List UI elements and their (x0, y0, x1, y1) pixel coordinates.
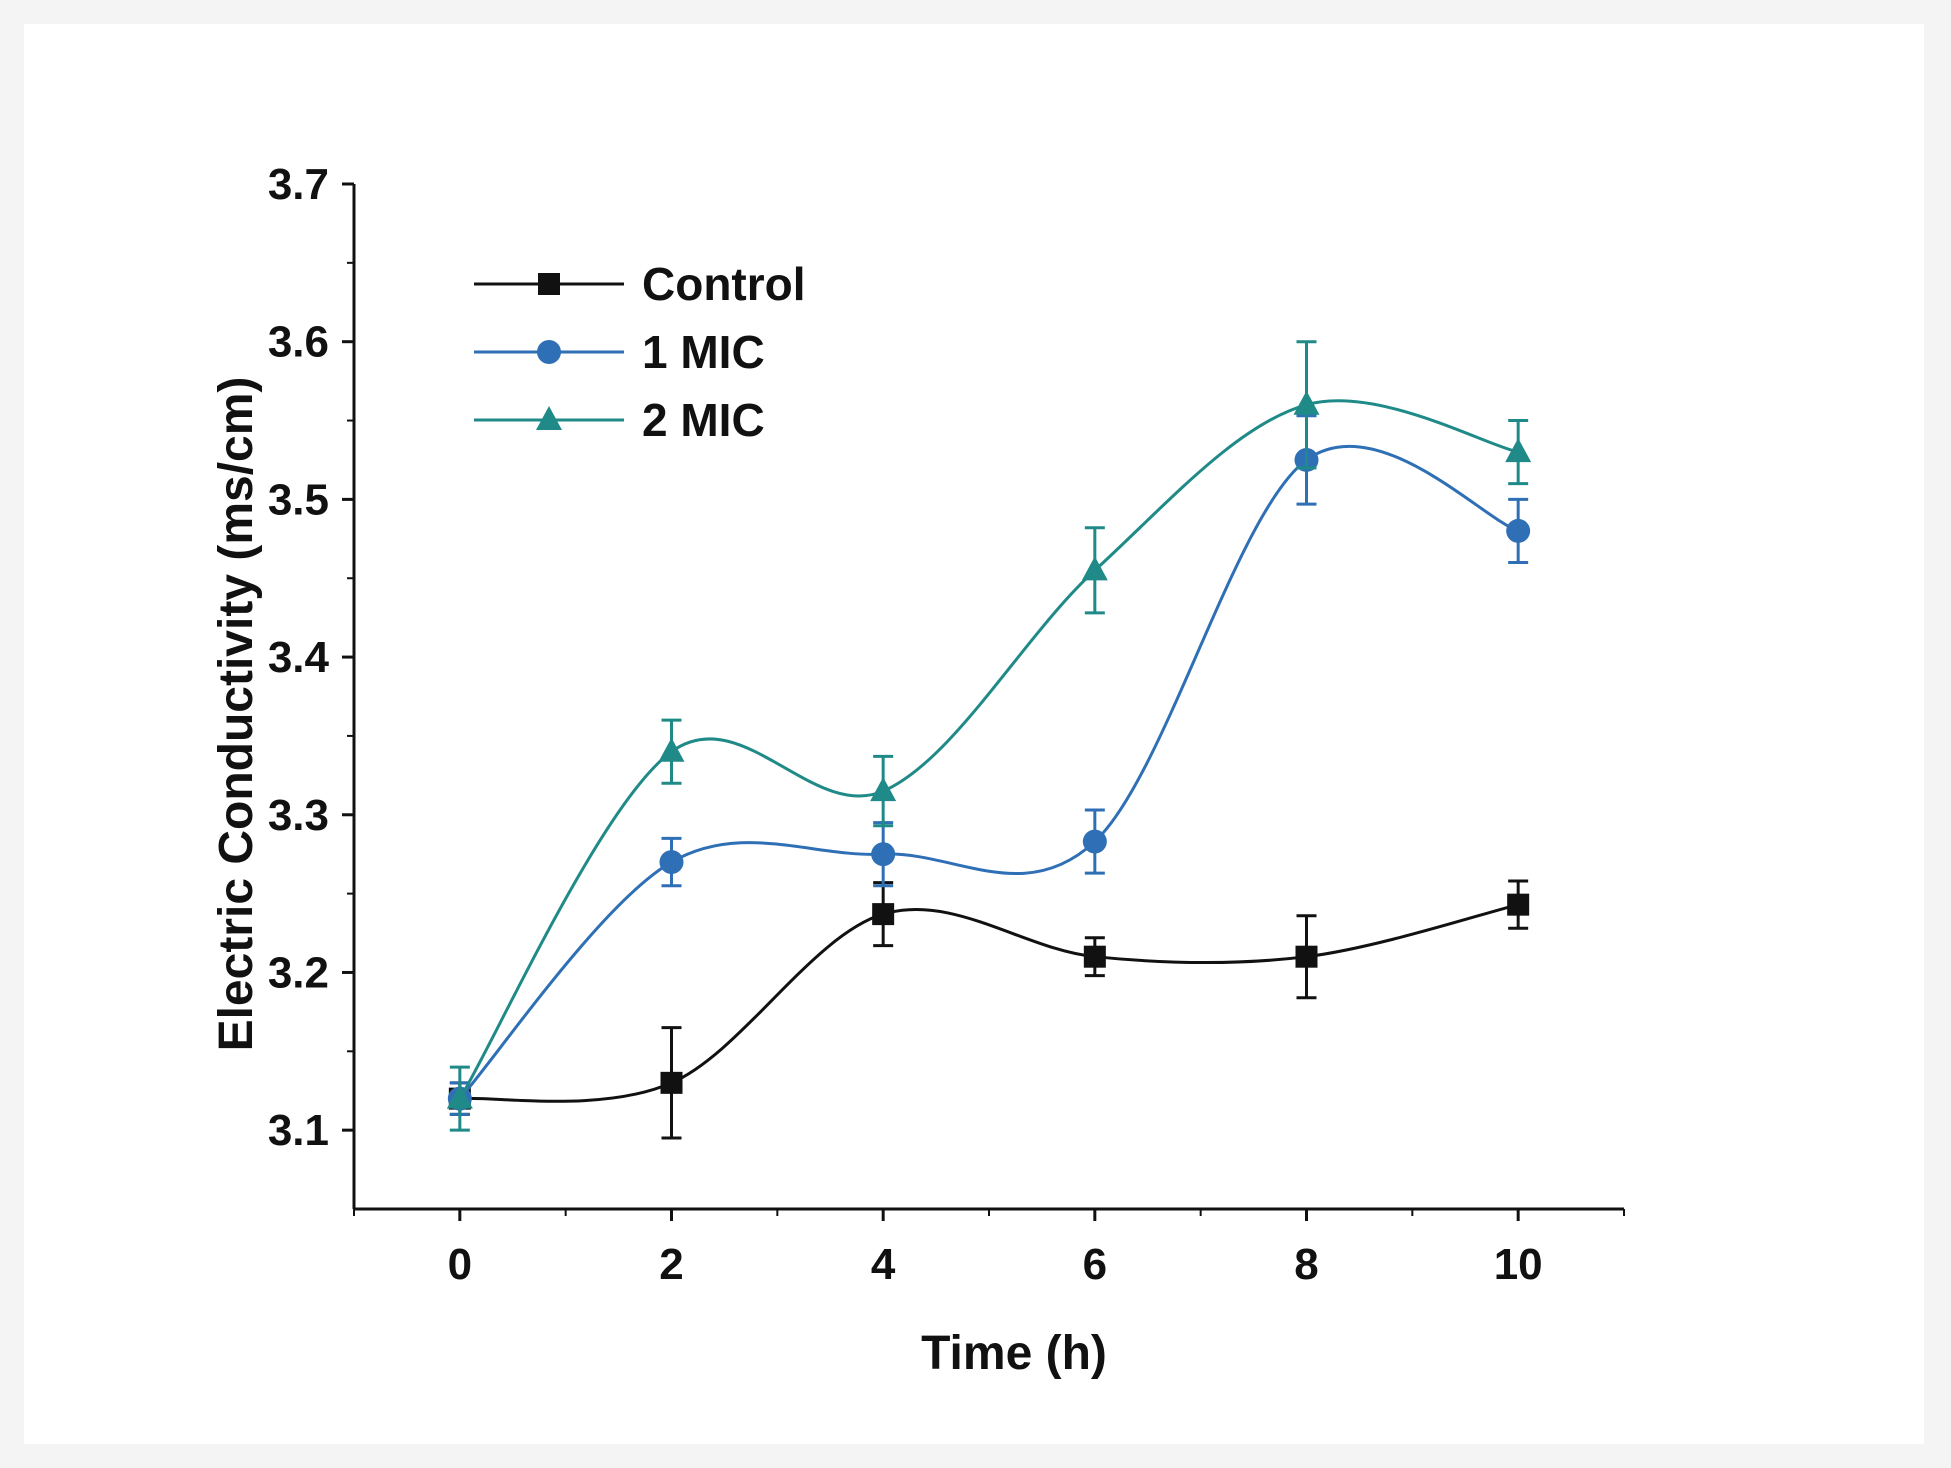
y-tick-label: 3.4 (268, 633, 330, 682)
series-1-mic (447, 414, 1531, 1116)
data-point-control (1507, 893, 1530, 916)
y-ticks: 3.1 3.2 3.3 3.4 3.5 3.6 3.7 (268, 160, 354, 1155)
y-tick-label: 3.3 (268, 791, 329, 840)
axes (352, 184, 1624, 1211)
data-point-2-mic (446, 1084, 473, 1109)
series-control (448, 879, 1530, 1140)
series-line-1-mic (458, 444, 1519, 1100)
legend-item-2-mic: 2 MIC (474, 394, 765, 446)
y-tick-label: 3.6 (268, 318, 329, 367)
x-ticks: 0 2 4 6 8 10 (353, 1209, 1625, 1289)
data-point-2-mic (870, 777, 897, 802)
y-tick-label: 3.5 (268, 475, 329, 524)
legend-label-control: Control (642, 258, 806, 310)
data-point-control (660, 1071, 683, 1094)
chart-figure: 0 2 4 6 8 10 3.1 3.2 3.3 3.4 3.5 3.6 3.7 Control 1 M… (24, 24, 1924, 1444)
data-point-1-mic (659, 850, 684, 875)
legend-label-2-mic: 2 MIC (642, 394, 765, 446)
data-point-control (1083, 945, 1106, 968)
data-point-1-mic (871, 842, 896, 867)
legend-item-control: Control (474, 258, 806, 310)
legend-marker-2-mic (536, 406, 562, 430)
x-tick-label: 0 (448, 1240, 472, 1289)
legend-item-1-mic: 1 MIC (474, 326, 765, 378)
series-line-2-mic (458, 399, 1519, 1100)
legend-marker-control (538, 273, 560, 295)
data-point-2-mic (658, 737, 685, 762)
line-chart: 0 2 4 6 8 10 3.1 3.2 3.3 3.4 3.5 3.6 3.7 Control 1 M… (210, 160, 1625, 1380)
data-point-control (1295, 945, 1318, 968)
x-tick-label: 6 (1083, 1240, 1107, 1289)
data-point-2-mic (1293, 390, 1320, 415)
x-tick-label: 10 (1494, 1240, 1543, 1289)
series-2-mic (446, 340, 1532, 1132)
y-tick-label: 3.2 (268, 948, 329, 997)
x-tick-label: 8 (1294, 1240, 1318, 1289)
data-point-1-mic (1506, 518, 1531, 543)
data-point-control (872, 903, 895, 926)
data-point-2-mic (1505, 438, 1532, 463)
data-point-2-mic (1081, 556, 1108, 581)
legend-label-1-mic: 1 MIC (642, 326, 765, 378)
series-line-control (459, 903, 1519, 1103)
data-point-1-mic (1082, 829, 1107, 854)
legend: Control 1 MIC 2 MIC (474, 258, 806, 446)
x-tick-label: 4 (871, 1240, 896, 1289)
x-tick-label: 2 (659, 1240, 683, 1289)
series-layer (446, 340, 1532, 1140)
x-axis-label: Time (h) (921, 1327, 1107, 1380)
legend-marker-1-mic (537, 340, 561, 364)
y-tick-label: 3.7 (268, 160, 329, 209)
y-axis-label: Electric Conductivity (ms/cm) (210, 377, 263, 1052)
y-tick-label: 3.1 (268, 1106, 329, 1155)
